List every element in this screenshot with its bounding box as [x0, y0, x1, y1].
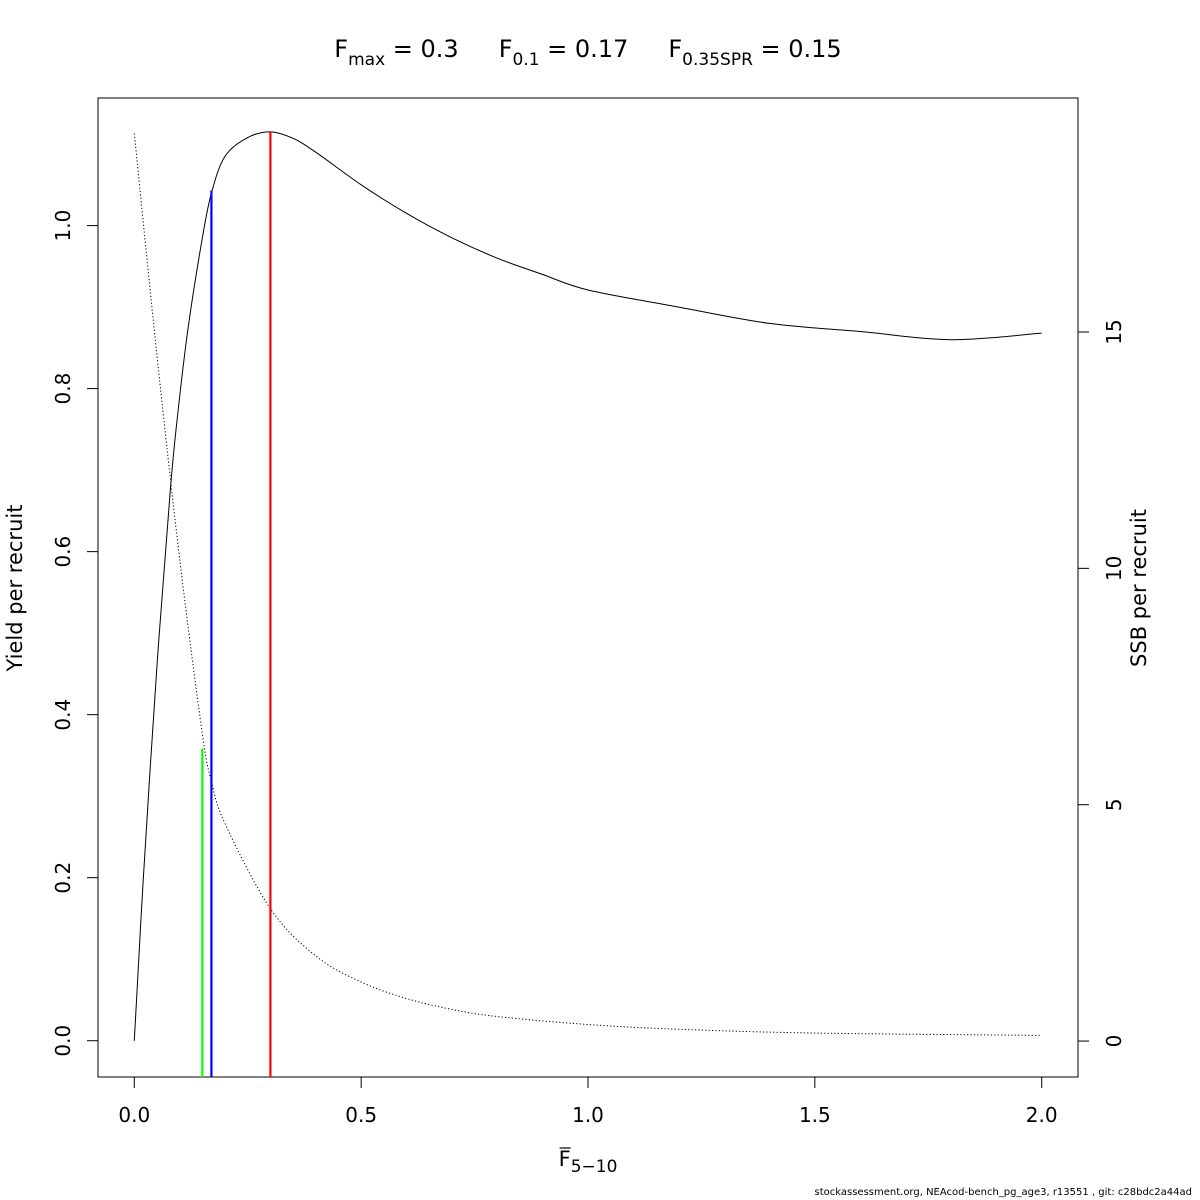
title-sub-2: 0.35SPR	[682, 50, 753, 70]
chart-title: Fmax = 0.3 F0.1 = 0.17 F0.35SPR = 0.15	[334, 35, 841, 70]
reference-lines	[201, 131, 272, 1077]
title-sub-1: 0.1	[513, 50, 540, 70]
x-tick-label: 0.5	[345, 1103, 377, 1127]
y-axis-label: Yield per recruit	[3, 505, 27, 673]
y-tick-label: 1.0	[51, 210, 75, 242]
title-part-1: F	[499, 35, 513, 63]
title-part-0: F	[334, 35, 348, 63]
y2-tick-label: 5	[1102, 798, 1126, 811]
x-tick-label: 1.0	[572, 1103, 604, 1127]
title-value-0: = 0.3	[385, 35, 459, 63]
plot-frame	[97, 97, 1079, 1078]
yield-per-recruit-line	[133, 131, 1042, 1041]
y-tick-label: 0.8	[51, 373, 75, 405]
title-sub-0: max	[348, 50, 385, 70]
y2-tick-label: 15	[1102, 319, 1126, 344]
footer-note: stockassessment.org, NEAcod-bench_pg_age…	[814, 1187, 1193, 1198]
y-tick-label: 0.2	[51, 862, 75, 894]
x-tick-label: 0.0	[118, 1103, 150, 1127]
y2-axis: 0 5 10 15	[1077, 319, 1126, 1048]
series-group	[133, 131, 1042, 1041]
title-part-2: F	[668, 35, 682, 63]
x-axis-label: F5−10	[559, 1147, 618, 1177]
y-tick-label: 0.0	[51, 1025, 75, 1057]
ssb-per-recruit-line	[133, 133, 1042, 1036]
y2-tick-label: 0	[1102, 1035, 1126, 1048]
x-tick-label: 1.5	[799, 1103, 831, 1127]
x-axis: 0.0 0.5 1.0 1.5 2.0	[118, 1076, 1058, 1127]
y-tick-label: 0.6	[51, 536, 75, 568]
y2-tick-label: 10	[1102, 556, 1126, 581]
x-label-sub: 5−10	[571, 1157, 618, 1177]
x-label-main: F	[559, 1147, 571, 1171]
x-tick-label: 2.0	[1026, 1103, 1058, 1127]
title-value-1: = 0.17	[540, 35, 629, 63]
y-axis: 0.0 0.2 0.4 0.6 0.8 1.0	[51, 210, 99, 1057]
title-value-2: = 0.15	[753, 35, 842, 63]
y2-axis-label: SSB per recruit	[1127, 509, 1151, 667]
y-tick-label: 0.4	[51, 699, 75, 731]
